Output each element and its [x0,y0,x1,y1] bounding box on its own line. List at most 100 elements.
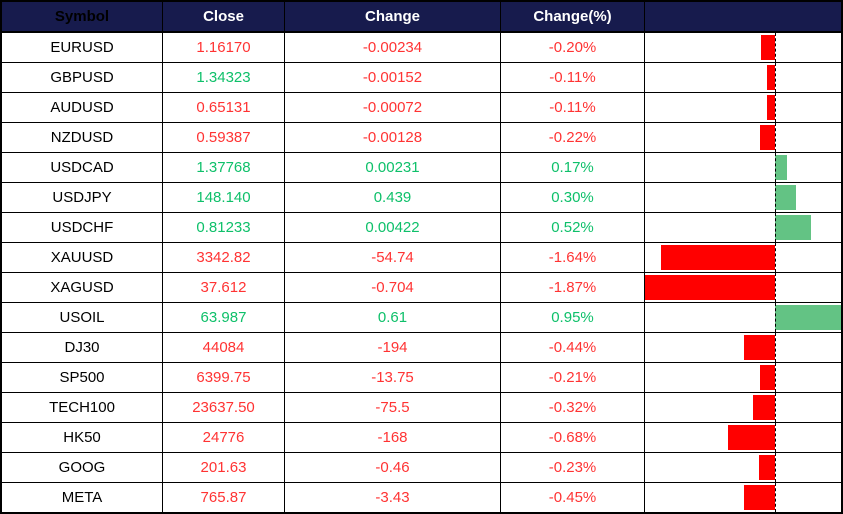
change-bar-cell [645,183,841,212]
zero-axis-line [774,93,776,122]
zero-axis-line [774,483,776,512]
change-bar [767,65,775,90]
change-bar [774,185,796,210]
symbol-cell: USOIL [2,303,163,332]
close-cell: 0.59387 [163,123,285,152]
close-cell: 23637.50 [163,393,285,422]
table-row: META 765.87 -3.43 -0.45% [2,483,841,512]
change-bar-cell [645,33,841,62]
zero-axis-line [774,243,776,272]
change-bar [767,95,775,120]
close-cell: 3342.82 [163,243,285,272]
table-row: SP500 6399.75 -13.75 -0.21% [2,363,841,393]
change-bar [645,275,775,300]
change-cell: -0.00152 [285,63,501,92]
symbol-cell: META [2,483,163,512]
close-cell: 1.37768 [163,153,285,182]
table-row: USDJPY 148.140 0.439 0.30% [2,183,841,213]
close-cell: 1.34323 [163,63,285,92]
change-pct-cell: 0.30% [501,183,645,212]
table-row: TECH100 23637.50 -75.5 -0.32% [2,393,841,423]
change-bar [774,305,841,330]
symbol-cell: USDCHF [2,213,163,242]
table-row: EURUSD 1.16170 -0.00234 -0.20% [2,33,841,63]
symbol-cell: TECH100 [2,393,163,422]
change-cell: -168 [285,423,501,452]
change-cell: -54.74 [285,243,501,272]
symbol-cell: USDCAD [2,153,163,182]
table-header-row: Symbol Close Change Change(%) [2,2,841,33]
change-bar [744,335,775,360]
zero-axis-line [774,333,776,362]
zero-axis-line [774,213,776,242]
change-cell: -0.00072 [285,93,501,122]
change-bar-cell [645,213,841,242]
change-bar [752,395,775,420]
header-close: Close [163,2,285,31]
change-pct-cell: -0.11% [501,93,645,122]
symbol-cell: DJ30 [2,333,163,362]
close-cell: 148.140 [163,183,285,212]
change-bar [760,365,775,390]
close-cell: 0.81233 [163,213,285,242]
change-bar-cell [645,123,841,152]
change-cell: -194 [285,333,501,362]
zero-axis-line [774,393,776,422]
change-bar-cell [645,93,841,122]
change-bar-cell [645,333,841,362]
zero-axis-line [774,423,776,452]
change-cell: -0.00128 [285,123,501,152]
change-cell: 0.61 [285,303,501,332]
zero-axis-line [774,303,776,332]
change-pct-cell: -0.22% [501,123,645,152]
change-bar-cell [645,153,841,182]
symbol-cell: EURUSD [2,33,163,62]
change-bar [774,215,812,240]
table-row: GOOG 201.63 -0.46 -0.23% [2,453,841,483]
change-bar [727,425,775,450]
symbol-cell: NZDUSD [2,123,163,152]
table-row: XAGUSD 37.612 -0.704 -1.87% [2,273,841,303]
header-change-pct: Change(%) [501,2,645,31]
header-change-bar [645,2,841,31]
change-bar [761,35,775,60]
change-pct-cell: 0.95% [501,303,645,332]
change-pct-cell: -1.64% [501,243,645,272]
change-pct-cell: 0.52% [501,213,645,242]
change-pct-cell: -0.32% [501,393,645,422]
symbol-cell: XAUUSD [2,243,163,272]
zero-axis-line [774,63,776,92]
change-pct-cell: -0.45% [501,483,645,512]
change-cell: 0.00231 [285,153,501,182]
close-cell: 44084 [163,333,285,362]
zero-axis-line [774,33,776,62]
symbol-cell: XAGUSD [2,273,163,302]
symbol-cell: GBPUSD [2,63,163,92]
table-row: HK50 24776 -168 -0.68% [2,423,841,453]
change-bar [743,485,775,510]
symbol-cell: AUDUSD [2,93,163,122]
change-bar-cell [645,363,841,392]
change-bar-cell [645,273,841,302]
symbol-cell: HK50 [2,423,163,452]
header-change: Change [285,2,501,31]
close-cell: 0.65131 [163,93,285,122]
change-pct-cell: -0.44% [501,333,645,362]
table-row: GBPUSD 1.34323 -0.00152 -0.11% [2,63,841,93]
table-row: DJ30 44084 -194 -0.44% [2,333,841,363]
zero-axis-line [774,123,776,152]
change-bar-cell [645,453,841,482]
change-cell: -0.00234 [285,33,501,62]
change-cell: -13.75 [285,363,501,392]
symbol-cell: SP500 [2,363,163,392]
change-pct-cell: -0.23% [501,453,645,482]
change-pct-cell: -0.21% [501,363,645,392]
change-bar-cell [645,483,841,512]
close-cell: 201.63 [163,453,285,482]
change-cell: -3.43 [285,483,501,512]
zero-axis-line [774,273,776,302]
close-cell: 6399.75 [163,363,285,392]
change-cell: -0.46 [285,453,501,482]
change-bar-cell [645,303,841,332]
